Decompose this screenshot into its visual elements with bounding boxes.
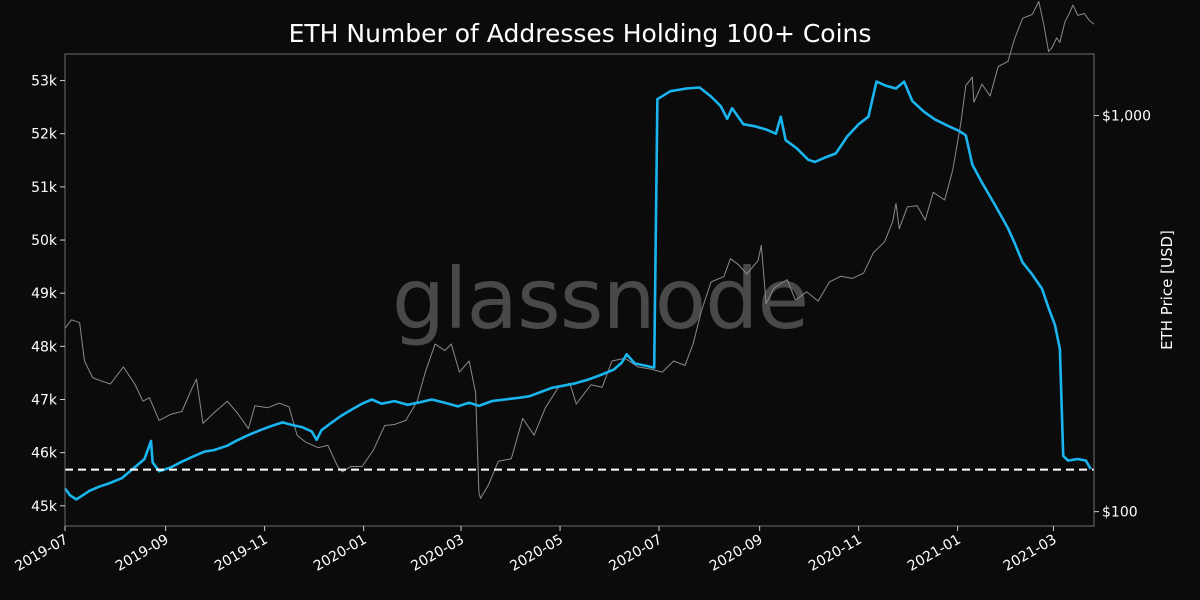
left-tick-label: 46k bbox=[31, 446, 58, 462]
left-axis: 45k 46k 47k 48k 49k 50k 51k 52k 53k bbox=[31, 74, 65, 515]
left-tick-label: 53k bbox=[31, 74, 58, 90]
right-tick-label: $1,000 bbox=[1102, 109, 1151, 125]
addresses-series-group bbox=[63, 80, 1092, 501]
left-tick-label: 51k bbox=[31, 180, 58, 196]
left-tick-label: 50k bbox=[31, 233, 58, 249]
chart-title: ETH Number of Addresses Holding 100+ Coi… bbox=[289, 19, 872, 48]
right-tick-label: $100 bbox=[1102, 505, 1138, 521]
left-tick-label: 47k bbox=[31, 392, 58, 408]
price-series-group bbox=[64, 1, 1095, 499]
watermark-logo: glassnode bbox=[392, 250, 808, 348]
left-tick-label: 45k bbox=[31, 499, 58, 515]
left-tick-label: 52k bbox=[31, 127, 58, 143]
left-tick-label: 48k bbox=[31, 339, 58, 355]
right-axis-label: ETH Price [USD] bbox=[1158, 230, 1176, 350]
plot-frame bbox=[64, 53, 1095, 527]
right-axis: $100 $1,000 bbox=[1094, 109, 1151, 521]
plot-area: glassnode bbox=[63, 1, 1095, 527]
addresses-line bbox=[63, 80, 1092, 501]
left-tick-label: 49k bbox=[31, 286, 58, 302]
eth-price-line bbox=[64, 1, 1095, 499]
